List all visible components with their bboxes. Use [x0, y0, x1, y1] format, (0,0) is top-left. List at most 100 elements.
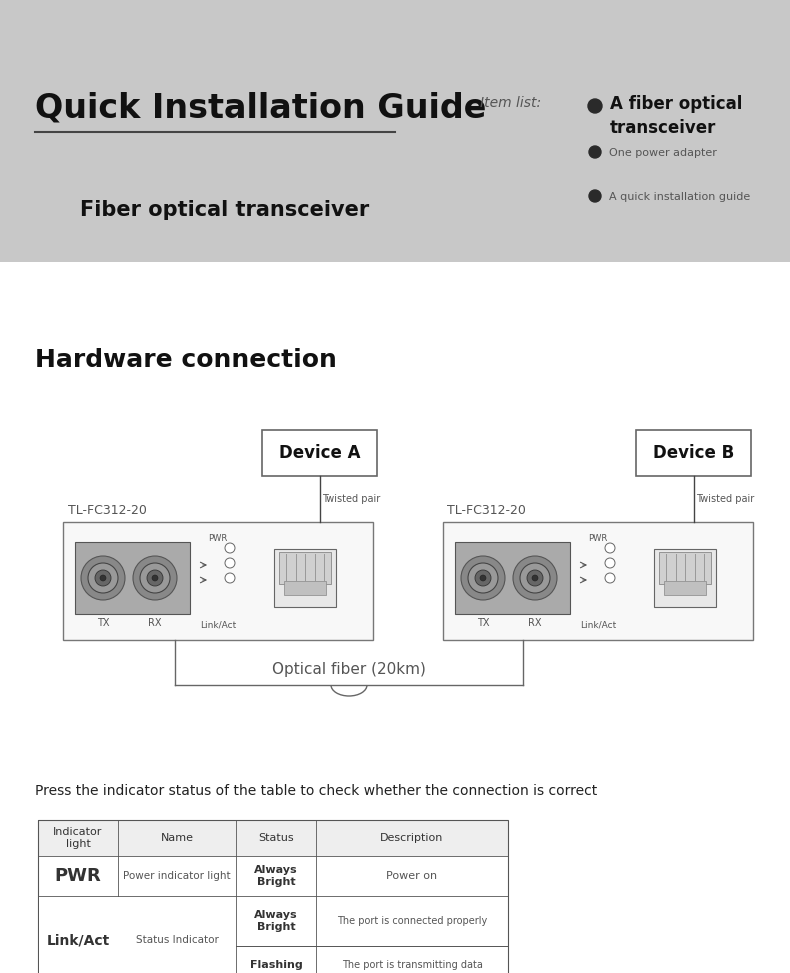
Text: Quick Installation Guide: Quick Installation Guide: [35, 91, 487, 125]
Circle shape: [225, 558, 235, 568]
Circle shape: [605, 543, 615, 553]
Text: Description: Description: [380, 833, 444, 843]
Bar: [0, 262, 790, 264]
Bar: [0, 281, 790, 283]
Bar: [274, 549, 336, 607]
Circle shape: [95, 570, 111, 586]
Bar: [0, 262, 790, 973]
Text: Optical fiber (20km): Optical fiber (20km): [272, 662, 426, 677]
Text: Press the indicator status of the table to check whether the connection is corre: Press the indicator status of the table …: [35, 784, 597, 798]
Text: One power adapter: One power adapter: [609, 148, 717, 158]
Circle shape: [140, 563, 170, 593]
Text: Name: Name: [160, 833, 194, 843]
Bar: [636, 430, 751, 476]
Bar: [0, 287, 790, 289]
Bar: [0, 286, 790, 288]
Bar: [0, 284, 790, 286]
Bar: [38, 820, 508, 973]
Text: Power indicator light: Power indicator light: [123, 871, 231, 881]
Text: Device A: Device A: [279, 444, 360, 462]
Text: Power on: Power on: [386, 871, 438, 881]
Text: A fiber optical
transceiver: A fiber optical transceiver: [610, 95, 743, 136]
Text: Link/Act: Link/Act: [580, 620, 616, 629]
Bar: [0, 277, 790, 278]
Bar: [63, 522, 373, 640]
Bar: [279, 552, 331, 584]
Circle shape: [152, 575, 158, 581]
Circle shape: [225, 573, 235, 583]
Circle shape: [147, 570, 163, 586]
Bar: [39, 946, 235, 947]
Circle shape: [133, 556, 177, 600]
Text: PWR: PWR: [208, 534, 228, 543]
Bar: [0, 291, 790, 292]
Text: Status Indicator: Status Indicator: [136, 935, 219, 945]
Text: TL-FC312-20: TL-FC312-20: [68, 504, 147, 517]
Text: Twisted pair: Twisted pair: [697, 494, 754, 504]
Text: A quick installation guide: A quick installation guide: [609, 192, 750, 202]
Text: Twisted pair: Twisted pair: [322, 494, 381, 504]
Text: Always
Bright: Always Bright: [254, 865, 298, 887]
Text: PWR: PWR: [55, 867, 101, 885]
Bar: [0, 270, 790, 271]
Circle shape: [532, 575, 538, 581]
Circle shape: [589, 146, 601, 158]
Circle shape: [520, 563, 550, 593]
Circle shape: [527, 570, 543, 586]
Text: Link/Act: Link/Act: [47, 933, 110, 947]
Bar: [0, 283, 790, 284]
Bar: [455, 542, 570, 614]
Circle shape: [81, 556, 125, 600]
Circle shape: [480, 575, 486, 581]
Text: Device B: Device B: [653, 444, 734, 462]
Text: Link/Act: Link/Act: [200, 620, 236, 629]
Circle shape: [475, 570, 491, 586]
Text: RX: RX: [529, 618, 542, 628]
Circle shape: [468, 563, 498, 593]
Circle shape: [461, 556, 505, 600]
Circle shape: [88, 563, 118, 593]
Bar: [0, 0, 790, 262]
Bar: [0, 272, 790, 274]
Text: Item list:: Item list:: [480, 96, 541, 110]
Bar: [654, 549, 716, 607]
Bar: [0, 267, 790, 269]
Bar: [262, 430, 377, 476]
Bar: [0, 289, 790, 291]
Text: Always
Bright: Always Bright: [254, 910, 298, 932]
Bar: [39, 896, 235, 973]
Circle shape: [605, 573, 615, 583]
Circle shape: [513, 556, 557, 600]
Bar: [0, 275, 790, 277]
Bar: [0, 265, 790, 267]
Bar: [75, 542, 190, 614]
Text: Indicator
light: Indicator light: [53, 827, 103, 848]
Bar: [0, 280, 790, 281]
Text: TX: TX: [476, 618, 489, 628]
Bar: [0, 268, 790, 270]
Text: TX: TX: [96, 618, 109, 628]
Bar: [38, 820, 508, 856]
Bar: [284, 581, 326, 595]
Bar: [0, 264, 790, 265]
Circle shape: [225, 543, 235, 553]
Bar: [659, 552, 711, 584]
Text: Status: Status: [258, 833, 294, 843]
Text: The port is transmitting data: The port is transmitting data: [341, 960, 483, 970]
Circle shape: [605, 558, 615, 568]
Bar: [0, 271, 790, 272]
Bar: [664, 581, 706, 595]
Text: The port is connected properly: The port is connected properly: [337, 916, 487, 926]
Text: TL-FC312-20: TL-FC312-20: [447, 504, 526, 517]
Text: Fiber optical transceiver: Fiber optical transceiver: [80, 200, 369, 220]
Circle shape: [589, 190, 601, 202]
Bar: [0, 274, 790, 275]
Text: RX: RX: [149, 618, 162, 628]
Text: Flashing: Flashing: [250, 960, 303, 970]
Circle shape: [100, 575, 106, 581]
Bar: [0, 278, 790, 280]
Text: Hardware connection: Hardware connection: [35, 348, 337, 372]
Circle shape: [588, 99, 602, 113]
Text: PWR: PWR: [588, 534, 608, 543]
Bar: [443, 522, 753, 640]
